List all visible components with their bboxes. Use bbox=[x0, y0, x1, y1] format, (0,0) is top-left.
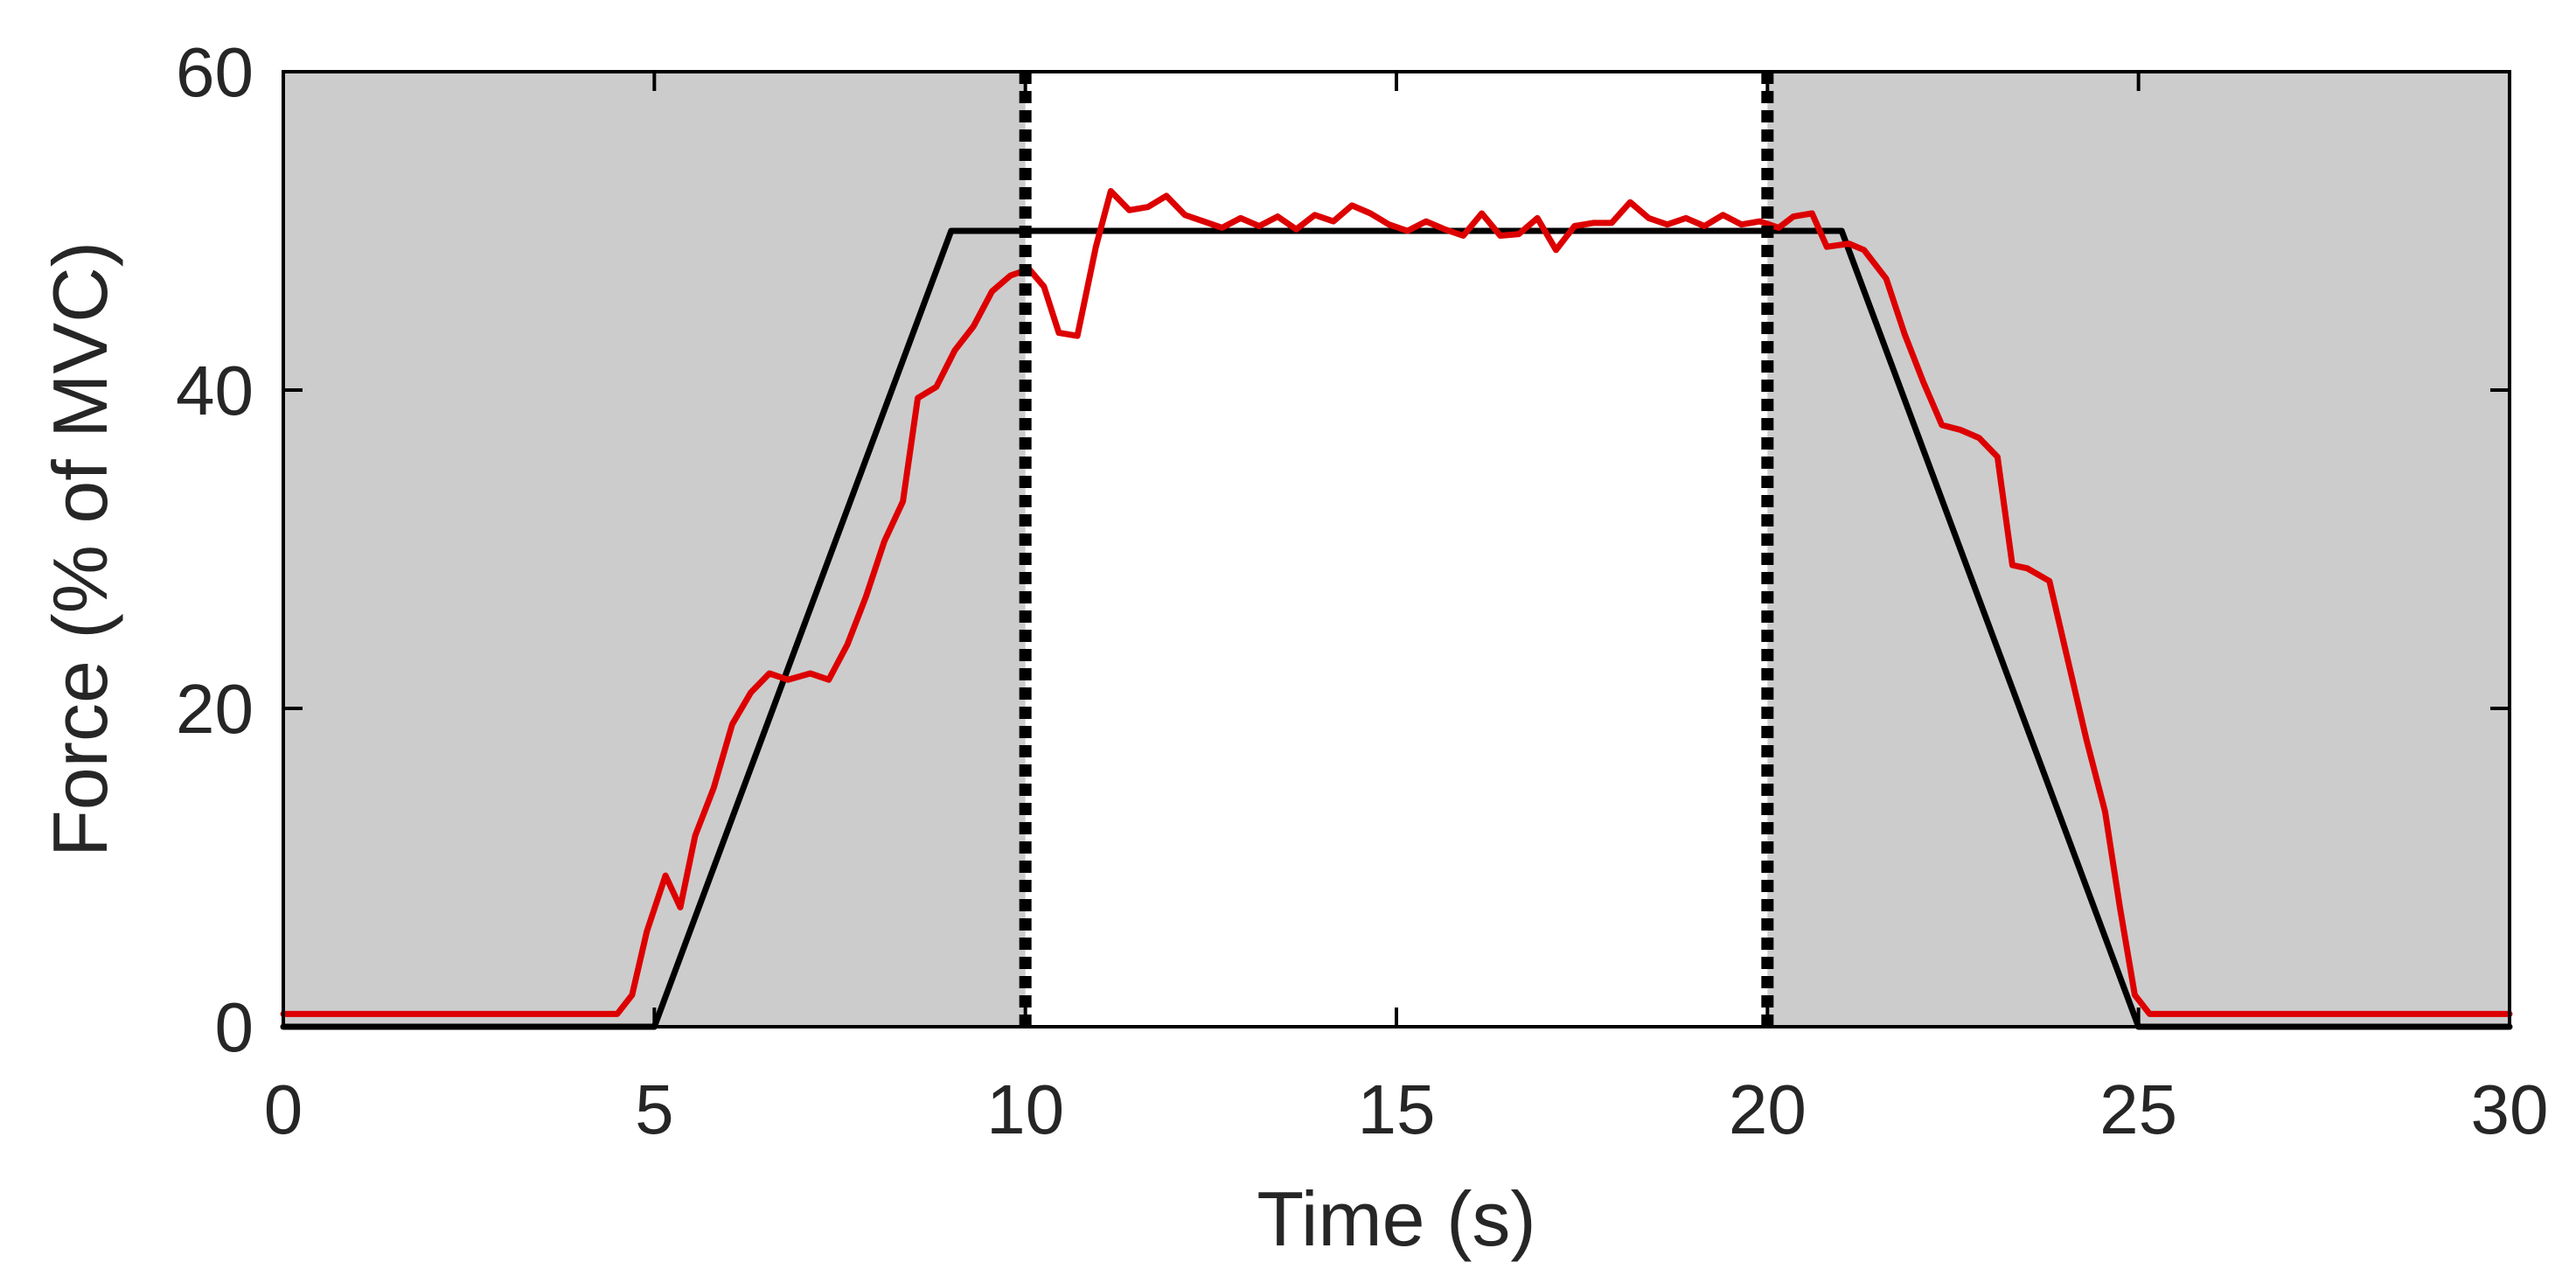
x-tick-label-6: 30 bbox=[2471, 1070, 2549, 1148]
series-line-1 bbox=[280, 188, 2513, 1017]
x-tick-label-4: 20 bbox=[1729, 1070, 1807, 1148]
y-tick-label-2: 40 bbox=[176, 352, 254, 429]
x-axis-label: Time (s) bbox=[1257, 1175, 1535, 1262]
y-tick-label-1: 20 bbox=[176, 670, 254, 748]
y-axis-label: Force (% of MVC) bbox=[37, 241, 123, 857]
x-tick-label-3: 15 bbox=[1358, 1070, 1436, 1148]
shaded-regions bbox=[283, 72, 2510, 1027]
x-tick-label-5: 25 bbox=[2099, 1070, 2177, 1148]
tick-labels: 0 5 10 15 20 25 30 0 20 40 60 bbox=[176, 33, 2548, 1148]
vertical-markers bbox=[1019, 72, 1774, 1027]
shaded-region-0 bbox=[283, 72, 1026, 1027]
x-tick-label-0: 0 bbox=[264, 1070, 303, 1148]
x-tick-label-1: 5 bbox=[635, 1070, 674, 1148]
y-tick-label-0: 0 bbox=[215, 988, 254, 1066]
shaded-region-1 bbox=[1767, 72, 2510, 1027]
y-tick-label-3: 60 bbox=[176, 33, 254, 111]
x-tick-label-2: 10 bbox=[986, 1070, 1064, 1148]
tick-marks bbox=[282, 70, 2511, 1028]
